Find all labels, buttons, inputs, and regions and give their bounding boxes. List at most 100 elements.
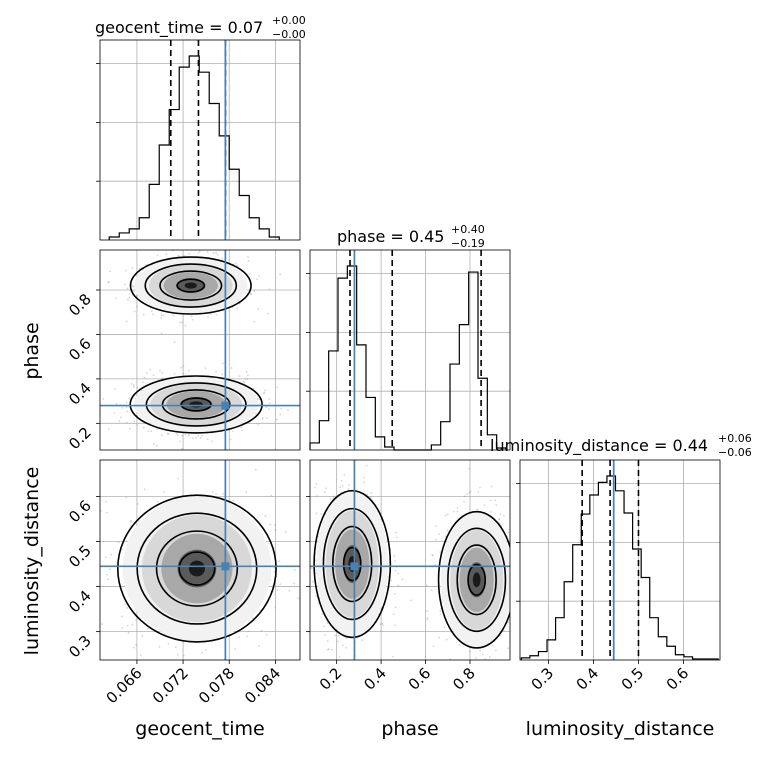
sample-point [136, 386, 139, 389]
sample-point [182, 365, 185, 368]
sample-point [425, 584, 428, 587]
sample-point [187, 434, 190, 437]
sample-point [507, 621, 510, 624]
ytick-label-phase-1: 0.4 [65, 379, 95, 409]
sample-point [260, 629, 263, 632]
sample-point [131, 623, 134, 626]
sample-point [105, 501, 107, 503]
sample-point [502, 514, 505, 517]
sample-point [362, 476, 365, 479]
contour-2 [161, 389, 231, 420]
sample-point [152, 313, 155, 316]
sample-point [393, 555, 396, 557]
sample-point [512, 598, 514, 600]
sample-point [502, 629, 505, 632]
sample-point [512, 599, 514, 601]
sample-point [135, 619, 137, 621]
sample-point [115, 402, 118, 405]
sample-point [107, 281, 110, 284]
sample-point [337, 634, 340, 637]
sample-point [265, 406, 268, 409]
sample-point [221, 257, 224, 260]
sample-point [506, 647, 509, 650]
sample-point [152, 374, 155, 377]
sample-point [468, 491, 471, 494]
sample-point [265, 633, 268, 636]
contour-1 [322, 507, 382, 621]
sample-point [178, 321, 181, 324]
sample-point [253, 290, 256, 292]
xtick-label-phase-0: 0.2 [316, 664, 346, 694]
sample-point [468, 467, 471, 470]
sample-point [187, 369, 190, 372]
title-luminosity-distance-sup: +0.06 [718, 432, 752, 445]
sample-point [317, 535, 320, 538]
sample-point [125, 401, 128, 404]
ytick-label-luminosity_distance-3: 0.6 [65, 497, 95, 527]
sample-point [245, 491, 248, 494]
truth-marker-phase_vs_geocent_time [221, 401, 230, 410]
xtick-label-phase-1: 0.4 [360, 664, 390, 694]
sample-point [160, 314, 163, 317]
sample-point [70, 491, 72, 493]
sample-point [326, 622, 329, 625]
sample-point [315, 595, 318, 598]
sample-point [529, 558, 531, 560]
title-phase: phase = 0.45 [337, 227, 444, 246]
sample-point [210, 440, 213, 443]
sample-point [181, 447, 183, 450]
sample-point [490, 510, 492, 513]
sample-point [131, 267, 134, 269]
sample-point [266, 312, 269, 315]
sample-point [494, 499, 497, 502]
sample-point [143, 376, 146, 379]
sample-point [204, 367, 207, 370]
sample-point [348, 671, 350, 673]
sample-point [236, 307, 239, 310]
sample-point [314, 486, 317, 489]
sample-point [221, 362, 224, 365]
title-phase-sub: −0.19 [451, 237, 485, 250]
contour-2 [331, 525, 373, 603]
sample-point [245, 371, 248, 374]
sample-point [483, 504, 486, 507]
xtick-label-luminosity_distance-3: 0.6 [663, 664, 693, 694]
sample-point [434, 564, 437, 566]
sample-point [108, 568, 111, 571]
sample-point [325, 487, 327, 490]
sample-point [240, 426, 243, 429]
sample-point [358, 433, 360, 435]
sample-point [522, 587, 524, 589]
sample-point [533, 637, 535, 639]
sample-point [310, 567, 313, 570]
sample-point [324, 491, 326, 494]
sample-point [205, 649, 207, 651]
sample-point [139, 654, 142, 656]
sample-point [279, 583, 282, 585]
sample-point [522, 681, 524, 683]
sample-point [143, 488, 146, 491]
sample-point [439, 551, 442, 554]
sample-point [238, 636, 241, 639]
sample-point [126, 624, 129, 627]
sample-point [494, 649, 497, 652]
sample-point [498, 518, 500, 521]
sample-point [194, 437, 197, 439]
sample-point [258, 275, 260, 278]
xlabel-geocent-time: geocent_time [135, 718, 264, 740]
sample-point [97, 610, 99, 612]
sample-point [178, 440, 181, 443]
sample-point [345, 646, 348, 649]
sample-point [243, 381, 246, 384]
sample-point [341, 484, 344, 487]
sample-point [410, 599, 413, 602]
sample-point [135, 644, 137, 646]
sample-point [439, 610, 442, 612]
sample-point [495, 504, 498, 506]
sample-point [432, 554, 434, 557]
contour-3 [178, 551, 216, 586]
sample-point [449, 658, 451, 660]
sample-point [481, 653, 484, 656]
sample-point [438, 533, 440, 536]
sample-point [446, 513, 449, 516]
